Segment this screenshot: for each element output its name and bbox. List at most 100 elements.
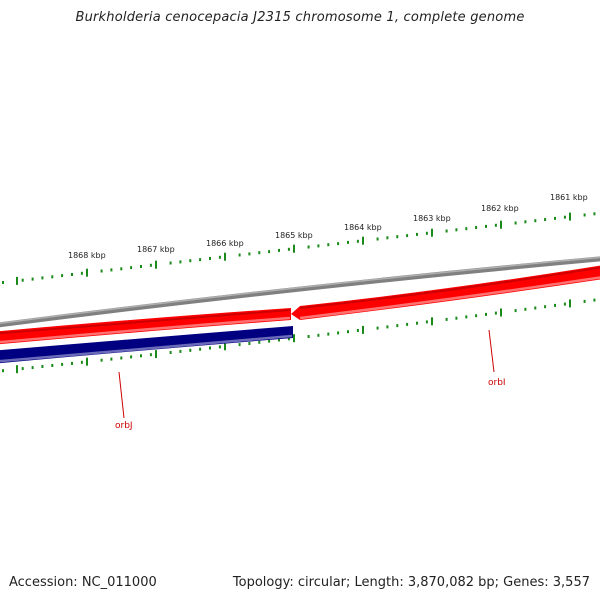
inner-ruler-minor-tick [120, 356, 123, 360]
tick-label-1862: 1862 kbp [481, 204, 519, 213]
inner-ruler-minor-tick [307, 335, 310, 338]
tick-label-1866: 1866 kbp [206, 239, 244, 248]
inner-ruler-minor-tick [209, 346, 211, 350]
forward-gene-left-light [0, 316, 291, 344]
inner-ruler-minor-tick [485, 312, 487, 316]
orbI-leader-line [488, 329, 495, 373]
outer-ruler-minor-tick [317, 244, 320, 248]
outer-ruler-minor-tick [583, 213, 586, 217]
orbJ-leader-line [118, 371, 125, 419]
outer-ruler-minor-tick [278, 248, 280, 252]
inner-ruler-minor-tick [356, 329, 359, 332]
outer-ruler-major-tick [86, 268, 88, 277]
outer-ruler-minor-tick [100, 269, 103, 273]
outer-ruler-minor-tick [465, 227, 468, 231]
outer-ruler-minor-tick [445, 229, 448, 233]
inner-ruler-minor-tick [396, 324, 399, 328]
outer-ruler-major-tick [431, 228, 433, 237]
outer-ruler-minor-tick [347, 240, 349, 244]
outer-ruler-minor-tick [406, 234, 409, 238]
inner-ruler-major-tick [569, 299, 571, 308]
inner-ruler-major-tick [224, 342, 226, 351]
inner-ruler-minor-tick [179, 349, 182, 353]
outer-ruler-minor-tick [258, 251, 261, 255]
outer-ruler-minor-tick [563, 215, 566, 219]
inner-ruler-minor-tick [218, 345, 221, 349]
inner-ruler-minor-tick [455, 316, 458, 320]
outer-ruler-minor-tick [140, 265, 142, 268]
inner-ruler-minor-tick [268, 339, 271, 343]
inner-ruler-minor-tick [258, 340, 261, 344]
inner-ruler-minor-tick [514, 309, 517, 313]
inner-ruler-minor-tick [416, 321, 418, 325]
outer-ruler-minor-tick [494, 223, 497, 227]
outer-ruler-minor-tick [544, 218, 547, 221]
outer-ruler-minor-tick [425, 231, 428, 235]
outer-ruler-minor-tick [248, 252, 251, 256]
backbone-track [0, 256, 600, 328]
gene-label-orbJ[interactable]: orbJ [115, 421, 133, 431]
inner-ruler-minor-tick [140, 354, 142, 358]
gene-orbJ-light [0, 334, 293, 363]
inner-ruler-minor-tick [554, 303, 556, 307]
backbone-track-highlight [0, 256, 600, 324]
outer-ruler-minor-tick [21, 278, 24, 282]
outer-ruler-minor-tick [337, 242, 340, 246]
outer-ruler-minor-tick [199, 258, 202, 262]
outer-ruler-minor-tick [179, 260, 182, 264]
inner-ruler-minor-tick [583, 299, 586, 303]
outer-ruler-minor-tick [120, 267, 123, 271]
gene-label-orbI[interactable]: orbI [488, 378, 506, 388]
inner-ruler-minor-tick [386, 325, 389, 329]
outer-ruler-minor-tick [514, 221, 517, 225]
inner-ruler-minor-tick [327, 332, 330, 336]
outer-tick-ruler [2, 212, 596, 285]
outer-ruler-minor-tick [455, 228, 458, 232]
inner-ruler-minor-tick [41, 365, 44, 368]
outer-ruler-major-tick [500, 220, 502, 229]
outer-ruler-minor-tick [554, 216, 556, 220]
inner-ruler-minor-tick [465, 315, 468, 319]
outer-ruler-minor-tick [416, 232, 418, 236]
inner-ruler-major-tick [293, 334, 295, 343]
outer-ruler-major-tick [155, 260, 157, 269]
outer-ruler-minor-tick [327, 243, 330, 247]
inner-ruler-minor-tick [110, 357, 113, 361]
inner-ruler-minor-tick [31, 366, 34, 370]
gene-orbI-shade [299, 266, 600, 309]
inner-ruler-minor-tick [524, 307, 527, 311]
tick-label-1865: 1865 kbp [275, 231, 313, 240]
tick-label-1864: 1864 kbp [344, 223, 382, 232]
inner-tick-ruler [2, 298, 596, 374]
tick-label-1861: 1861 kbp [550, 193, 588, 202]
outer-ruler-major-tick [16, 276, 18, 285]
inner-ruler-minor-tick [100, 358, 103, 362]
inner-ruler-major-tick [155, 350, 157, 359]
inner-ruler-minor-tick [494, 311, 497, 315]
inner-ruler-minor-tick [61, 362, 64, 366]
reverse-strand-track [0, 326, 293, 364]
inner-ruler-minor-tick [593, 298, 596, 302]
outer-ruler-minor-tick [80, 271, 83, 275]
inner-ruler-minor-tick [238, 343, 241, 347]
tick-label-1863: 1863 kbp [413, 214, 451, 223]
forward-strand-track [0, 265, 600, 345]
gene-orbI-light [299, 276, 600, 320]
outer-ruler-minor-tick [110, 268, 113, 272]
inner-ruler-major-tick [86, 357, 88, 366]
outer-ruler-major-tick [293, 244, 295, 253]
outer-ruler-minor-tick [386, 236, 389, 240]
tick-label-1868: 1868 kbp [68, 251, 106, 260]
inner-ruler-minor-tick [248, 342, 251, 345]
outer-ruler-minor-tick [376, 237, 379, 241]
inner-ruler-minor-tick [189, 348, 192, 352]
inner-ruler-minor-tick [71, 361, 73, 365]
outer-ruler-minor-tick [209, 257, 211, 260]
genome-summary-text: Topology: circular; Length: 3,870,082 bp… [232, 575, 590, 590]
map-title: Burkholderia cenocepacia J2315 chromosom… [75, 10, 525, 25]
inner-ruler-minor-tick [544, 305, 547, 309]
inner-ruler-minor-tick [2, 369, 4, 373]
outer-ruler-minor-tick [356, 239, 359, 243]
inner-ruler-minor-tick [149, 353, 152, 357]
